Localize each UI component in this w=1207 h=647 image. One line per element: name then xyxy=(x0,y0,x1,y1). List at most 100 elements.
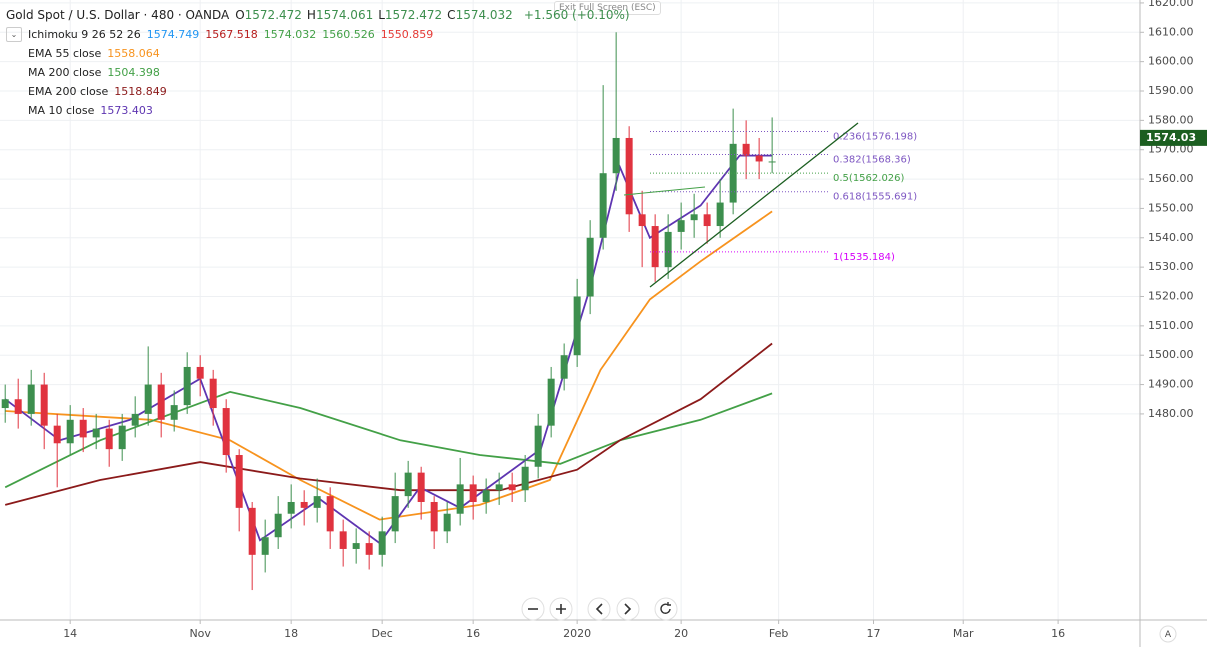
fib-paren: ( xyxy=(862,155,866,166)
candle-body xyxy=(586,237,594,297)
candle-body xyxy=(677,220,685,232)
candle-body xyxy=(729,143,737,203)
candle-body xyxy=(417,472,425,502)
candle-body xyxy=(521,466,529,491)
candle-body xyxy=(365,543,373,555)
fib-label: 0.382(1568.36) xyxy=(833,155,911,166)
indicator-name: Ichimoku 9 26 52 26 xyxy=(28,28,141,41)
candle-body xyxy=(625,137,633,215)
scroll-left-icon xyxy=(595,603,603,615)
fib-ratio: 0.382 xyxy=(833,155,862,166)
candle-body xyxy=(222,408,230,456)
trend-line xyxy=(649,122,859,288)
fib-label: 0.618(1555.691) xyxy=(833,192,917,203)
candle-body xyxy=(664,231,672,268)
auto-scale-button[interactable] xyxy=(1159,625,1177,643)
fib-value: 1576.198 xyxy=(866,132,914,143)
candle-body xyxy=(495,484,503,491)
indicator-value: 1518.849 xyxy=(114,85,167,98)
candle-body xyxy=(534,425,542,467)
x-tick-label: Feb xyxy=(769,627,788,640)
fib-paren: ( xyxy=(849,173,853,184)
y-tick-label: 1500.00 xyxy=(1148,348,1194,361)
candle-body xyxy=(105,428,113,450)
candle-body xyxy=(92,428,100,438)
candle-body xyxy=(755,155,763,162)
fib-ratio: 0.618 xyxy=(833,192,862,203)
indicator-row: EMA 200 close 1518.849 xyxy=(6,82,630,101)
candle-body xyxy=(313,496,321,508)
indicator-values: 1574.749 1567.518 1574.032 1560.526 1550.859 xyxy=(147,25,434,44)
ohlc-value: 1572.472 xyxy=(244,8,302,22)
fib-paren: ) xyxy=(901,173,905,184)
candle-body xyxy=(651,226,659,268)
x-tick-label: Mar xyxy=(953,627,974,640)
candle-body xyxy=(703,214,711,227)
candle-body xyxy=(612,137,620,174)
candle-body xyxy=(638,214,646,227)
indicator-name: MA 200 close xyxy=(28,66,102,79)
candle-body xyxy=(742,143,750,156)
candle-body xyxy=(274,513,282,538)
indicator-row: MA 200 close 1504.398 xyxy=(6,63,630,82)
scroll-right-icon xyxy=(624,603,632,615)
fib-label: 1(1535.184) xyxy=(833,252,895,263)
candle-body xyxy=(196,366,204,379)
candle-body xyxy=(79,419,87,438)
y-tick-label: 1510.00 xyxy=(1148,319,1194,332)
y-tick-label: 1610.00 xyxy=(1148,25,1194,38)
candle-body xyxy=(118,425,126,450)
candle-body xyxy=(27,384,35,414)
change: +1.560 (+0.10%) xyxy=(523,8,630,22)
candle-body xyxy=(235,455,243,508)
fib-ratio: 0.236 xyxy=(833,132,862,143)
indicator-name: EMA 200 close xyxy=(28,85,109,98)
indicator-value: 1567.518 xyxy=(205,28,258,41)
ohlc-value: 1574.032 xyxy=(455,8,513,22)
x-tick-label: 18 xyxy=(284,627,298,640)
scroll-left-button[interactable] xyxy=(587,597,611,621)
candle-body xyxy=(40,384,48,426)
x-tick-label: 2020 xyxy=(563,627,591,640)
indicator-name: EMA 55 close xyxy=(28,47,102,60)
indicator-value: 1574.032 xyxy=(263,28,317,41)
auto-scale-label: A xyxy=(1165,630,1172,640)
indicator-value: 1504.398 xyxy=(107,66,160,79)
candle-body xyxy=(352,543,360,549)
fib-paren: ) xyxy=(891,252,895,263)
ohlc-value: 1574.061 xyxy=(315,8,374,22)
candle-body xyxy=(300,501,308,508)
zoom-in-icon xyxy=(556,604,566,614)
nav-toolbar xyxy=(521,597,678,621)
collapse-toggle[interactable]: ⌄ xyxy=(6,27,22,42)
last-price-tag xyxy=(1140,129,1207,146)
reset-button[interactable] xyxy=(654,597,678,621)
symbol: Gold Spot / U.S. Dollar · 480 · OANDA xyxy=(6,8,230,22)
legend: Gold Spot / U.S. Dollar · 480 · OANDA O1… xyxy=(6,6,630,120)
indicator-value: 1573.403 xyxy=(100,104,153,117)
candle-body xyxy=(430,501,438,532)
indicator-line xyxy=(4,154,773,545)
indicator-list: EMA 55 close 1558.064 MA 200 close 1504.398… xyxy=(6,44,630,120)
fib-paren: ( xyxy=(839,252,843,263)
candle-body xyxy=(482,490,490,502)
scroll-right-button[interactable] xyxy=(616,597,640,621)
fib-paren: ( xyxy=(862,192,866,203)
candle-body xyxy=(144,384,152,414)
exit-fullscreen[interactable]: Exit Full Screen (ESC) xyxy=(554,1,661,15)
fib-value: 1535.184 xyxy=(843,252,891,263)
x-tick-label: 17 xyxy=(867,627,881,640)
candle-body xyxy=(508,484,516,491)
ohlc-value: 1572.472 xyxy=(384,8,443,22)
candle-body xyxy=(443,513,451,532)
ohlc: O1572.472 H1574.061 L1572.472 C1574.032 xyxy=(235,6,518,25)
x-tick-label: 20 xyxy=(674,627,688,640)
fib-paren: ) xyxy=(907,155,911,166)
y-tick-label: 1570.00 xyxy=(1148,143,1194,156)
candle-body xyxy=(287,501,295,514)
ichimoku-row: ⌄ Ichimoku 9 26 52 26 1574.749 1567.518 15… xyxy=(6,25,630,44)
candle-body xyxy=(456,484,464,514)
candle-body xyxy=(170,405,178,420)
